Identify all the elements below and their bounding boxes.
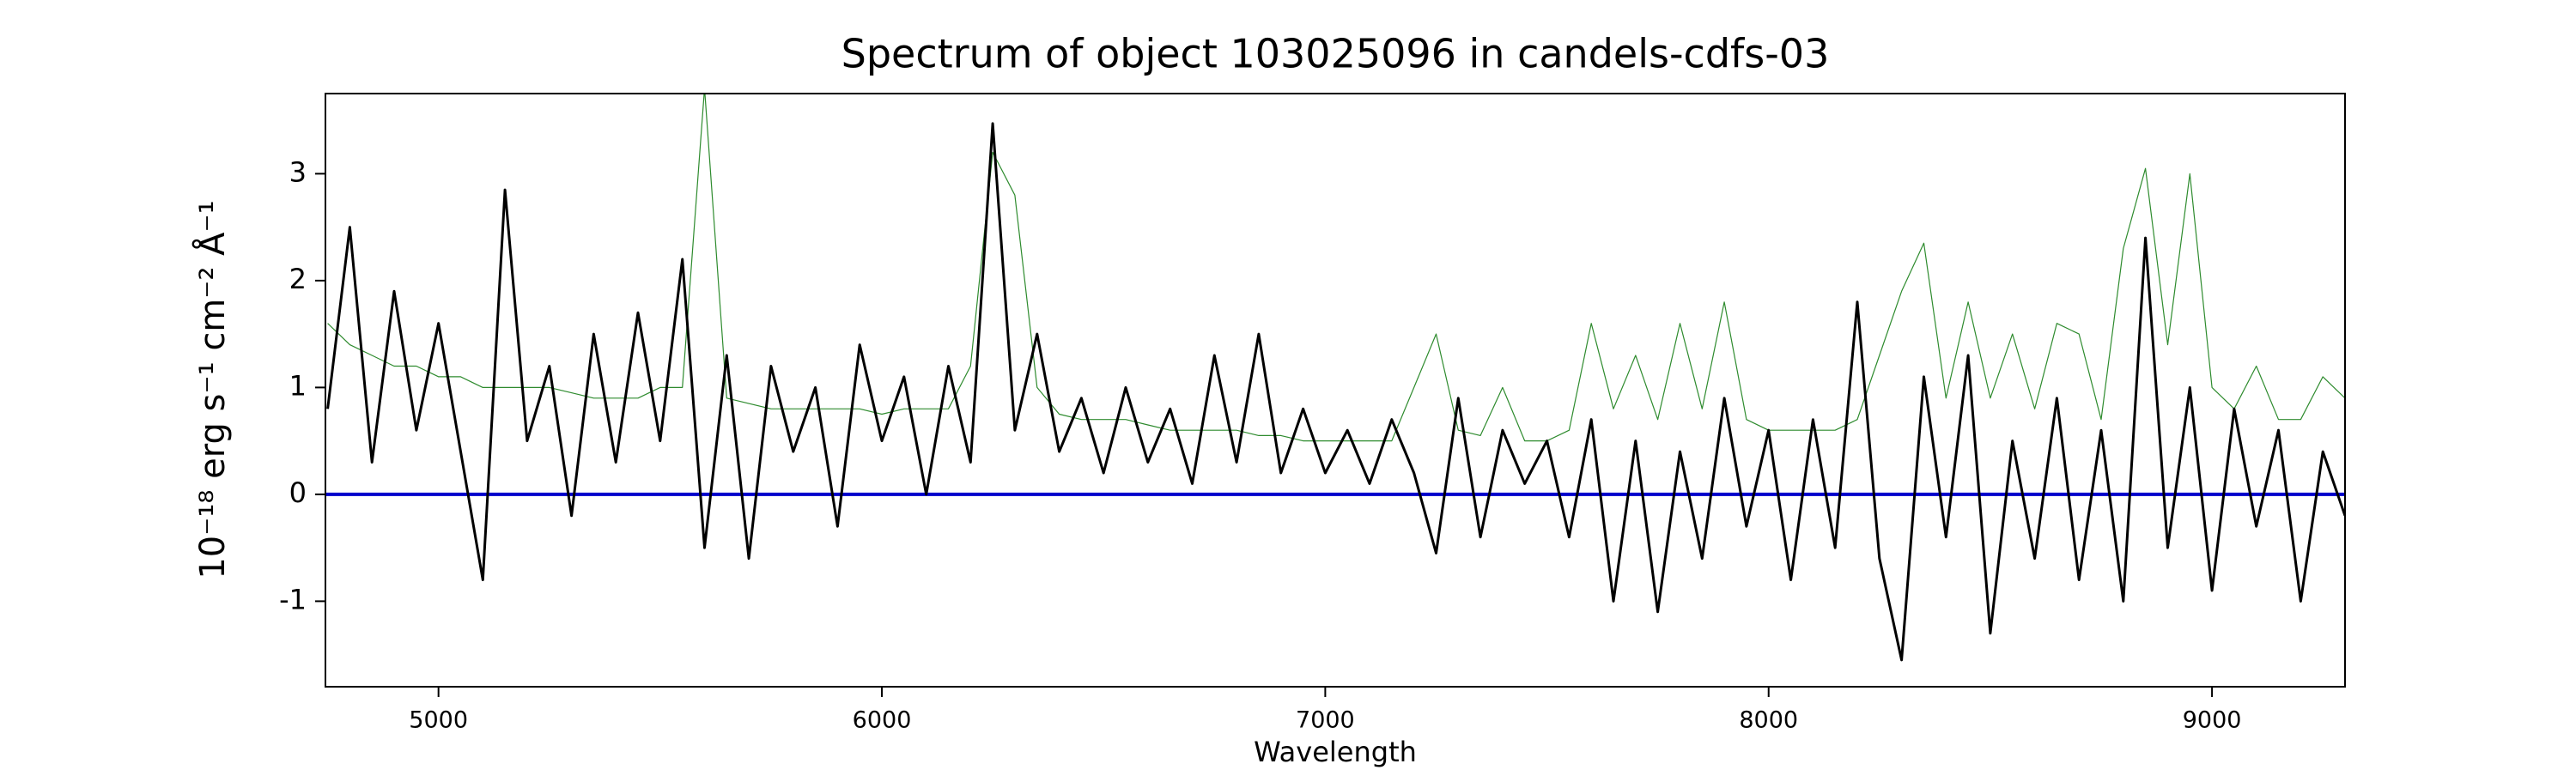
y-tick-label: 3 (289, 155, 307, 188)
axes-frame (325, 93, 2346, 688)
x-tick-label: 7000 (1296, 707, 1355, 734)
x-tick-label: 6000 (853, 707, 912, 734)
x-tick-label: 9000 (2183, 707, 2242, 734)
x-tick-label: 5000 (409, 707, 468, 734)
spectrum-line (326, 122, 2345, 662)
y-tick-label: 1 (289, 369, 307, 402)
y-tick-label: -1 (279, 583, 307, 615)
x-tick-label: 8000 (1739, 707, 1798, 734)
plot-area (325, 94, 2345, 662)
y-tick-label: 2 (289, 263, 307, 295)
x-axis-label: Wavelength (1254, 736, 1417, 768)
spectrum-line (327, 94, 2345, 442)
y-tick-label: 0 (289, 476, 307, 509)
chart-title: Spectrum of object 103025096 in candels-… (841, 31, 1830, 77)
y-axis-label: 10⁻¹⁸ erg s⁻¹ cm⁻² Å⁻¹ (191, 200, 233, 579)
